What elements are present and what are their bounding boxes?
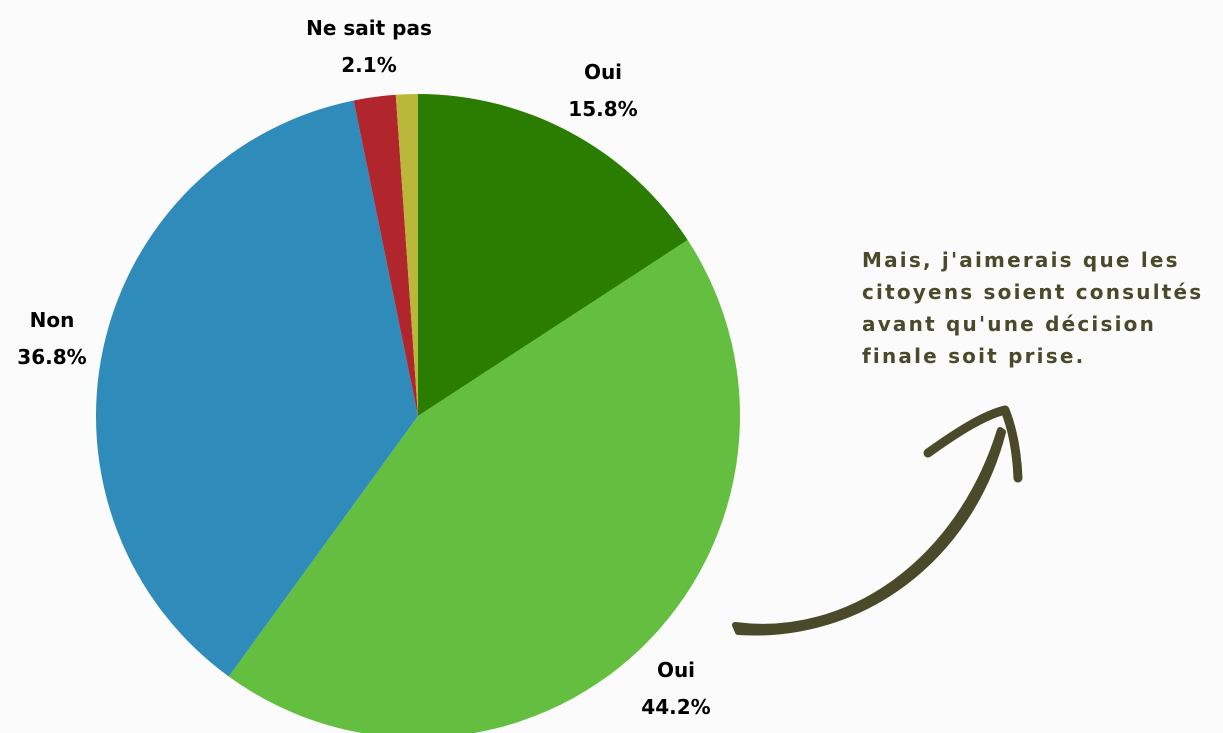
pie-slice xyxy=(228,240,740,733)
labels: Oui 15.8% Oui 44.2% Non 36.8% Ne sait pas 2.1% xyxy=(17,16,710,719)
slice-label: Ne sait pas xyxy=(306,16,432,40)
slice-value: 2.1% xyxy=(341,53,396,77)
slice-label: Oui xyxy=(657,658,695,682)
pie-slice xyxy=(353,94,418,417)
pie-slice xyxy=(95,100,418,677)
pie-slice xyxy=(395,94,418,416)
arrow xyxy=(732,427,1006,636)
slice-value: 44.2% xyxy=(641,695,710,719)
slice-label: Oui xyxy=(584,60,622,84)
pie-slice xyxy=(418,94,688,416)
slice-value: 36.8% xyxy=(17,345,86,369)
arrow-head xyxy=(923,405,1023,483)
slice-value: 15.8% xyxy=(568,97,637,121)
slice-label: Non xyxy=(30,308,75,332)
annotation: Mais, j'aimerais que les citoyens soient… xyxy=(862,248,1204,368)
pie xyxy=(95,94,740,733)
